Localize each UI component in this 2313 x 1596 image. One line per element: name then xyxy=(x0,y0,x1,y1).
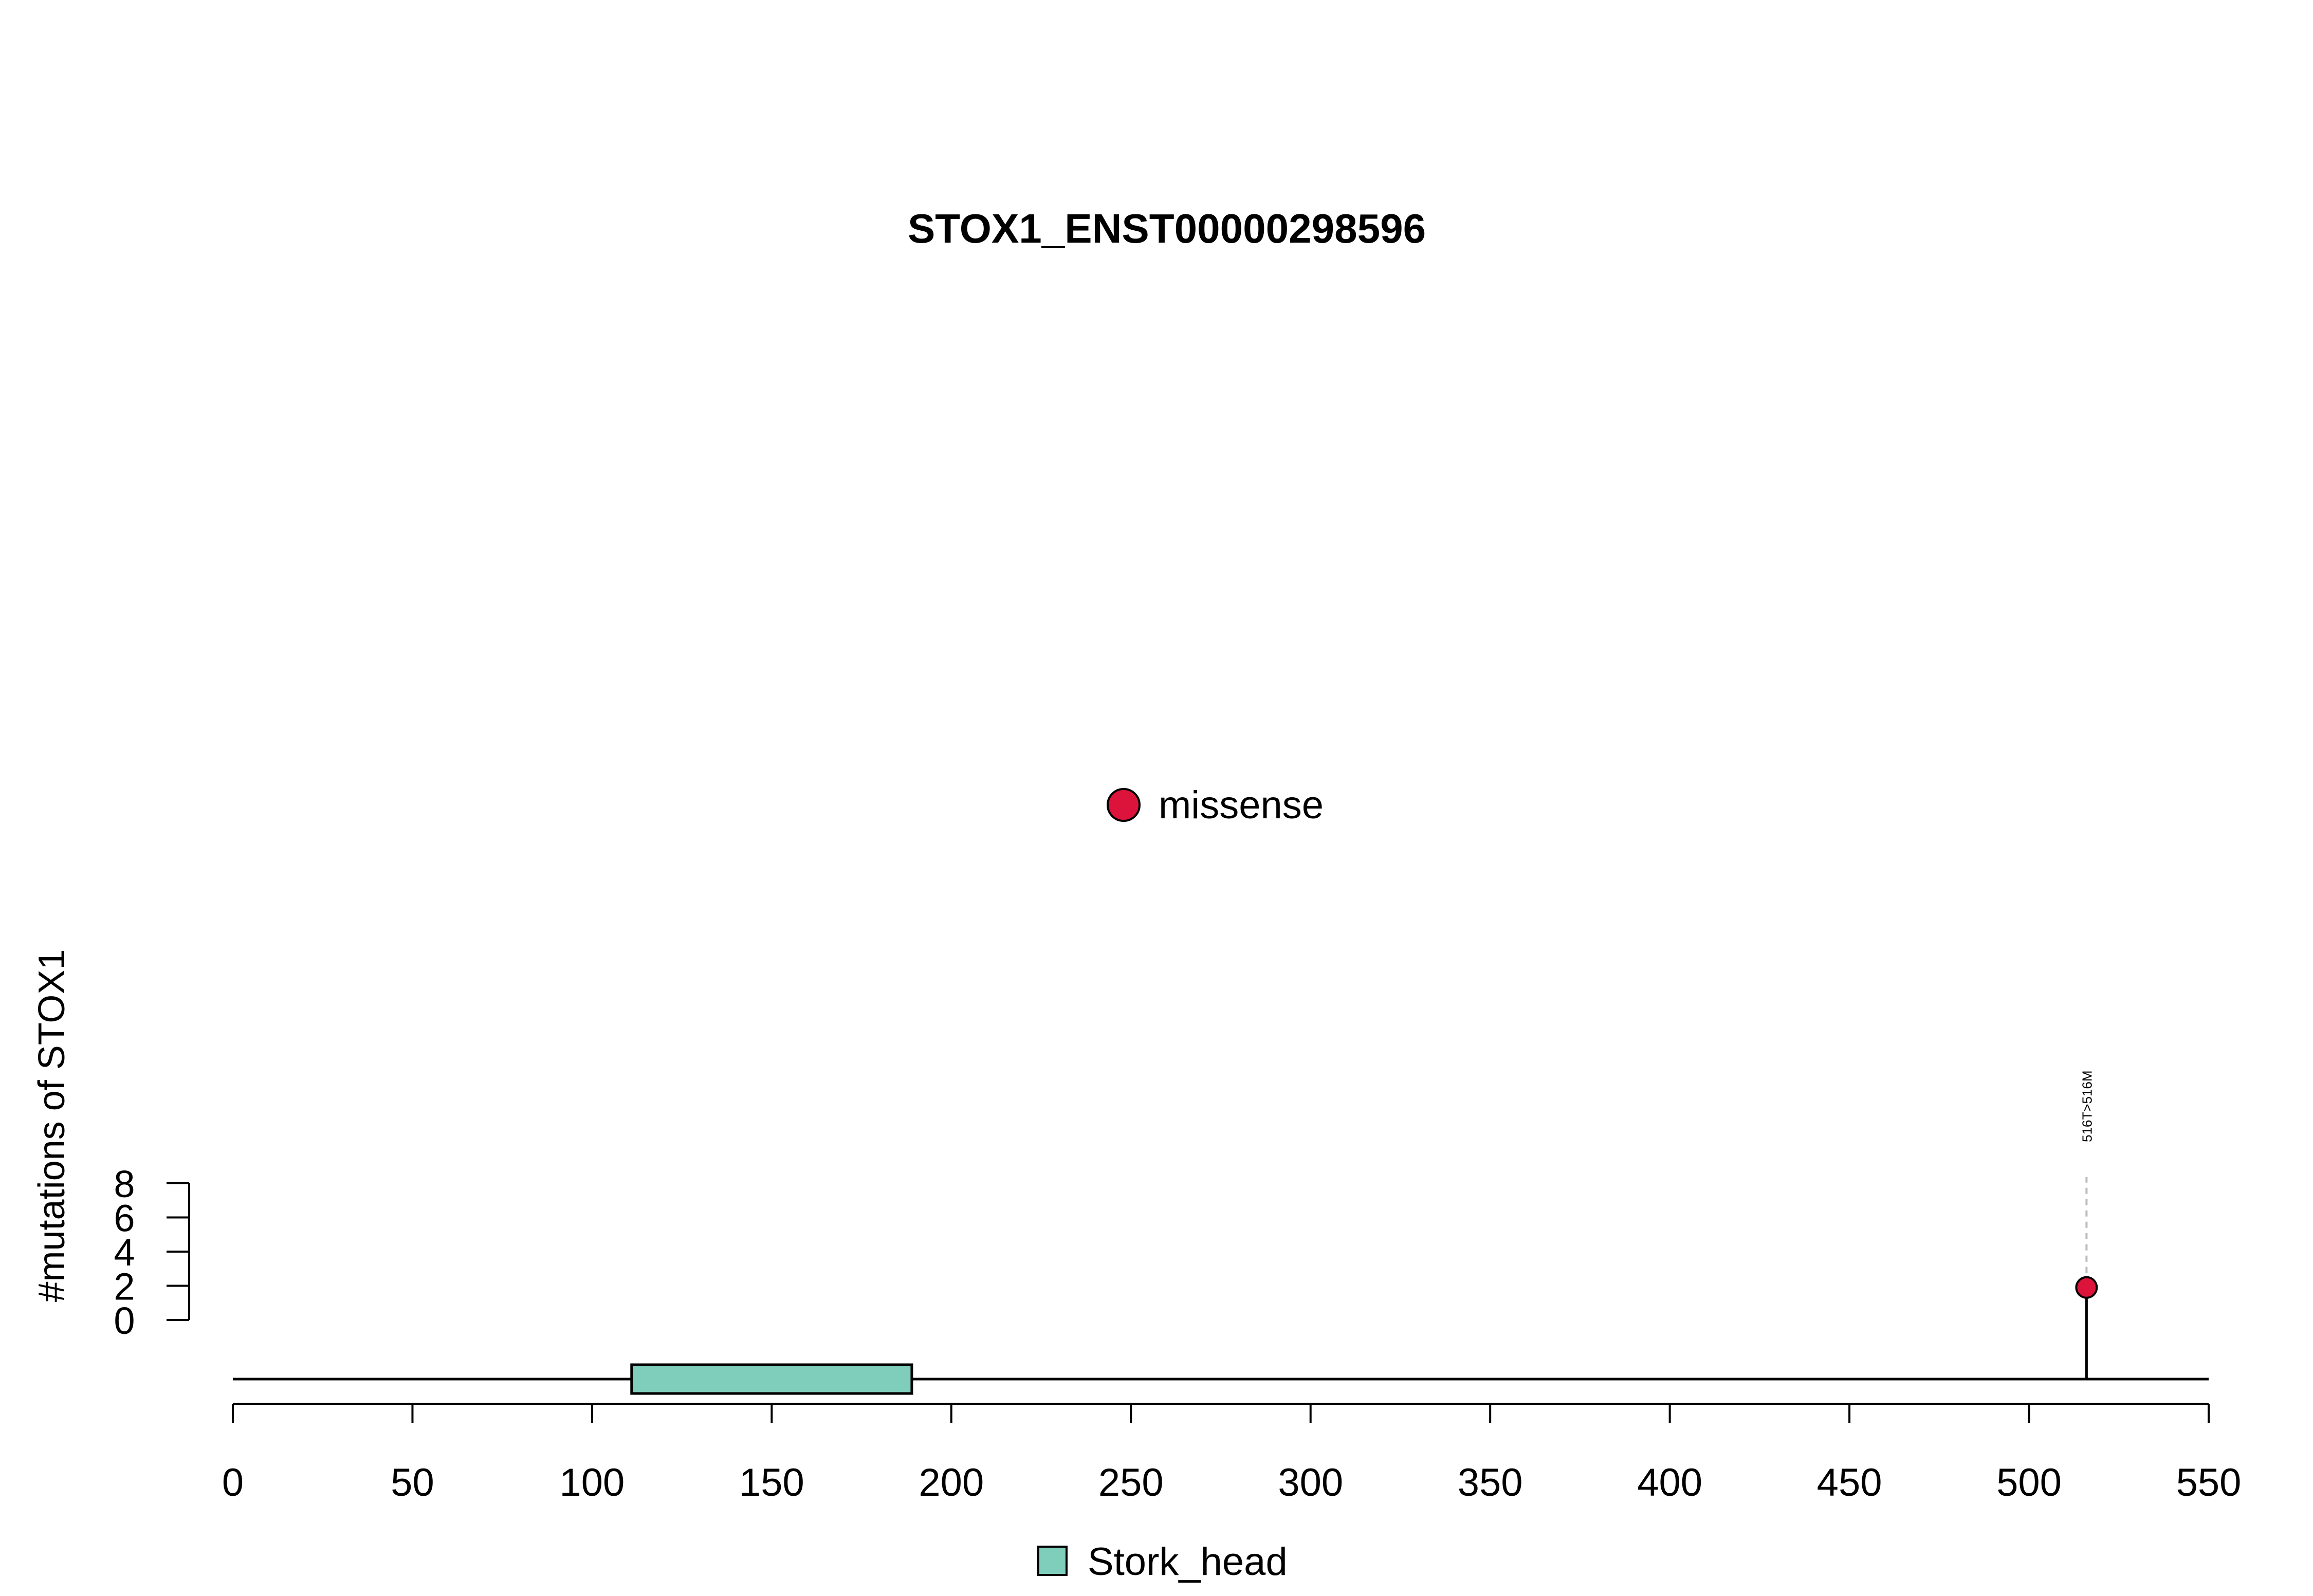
x-tick-label-400: 400 xyxy=(1637,1461,1702,1505)
x-tick-label-0: 0 xyxy=(222,1461,244,1505)
legend-marker-missense xyxy=(1107,788,1141,822)
domain-legend: Stork_head xyxy=(1037,1540,1288,1584)
y-tick-label-4: 4 xyxy=(114,1231,135,1274)
domain-Stork_head xyxy=(630,1363,913,1395)
x-tick-label-250: 250 xyxy=(1098,1461,1164,1505)
x-tick-label-150: 150 xyxy=(739,1461,804,1505)
x-tick-label-300: 300 xyxy=(1278,1461,1343,1505)
mutation-point-0 xyxy=(2075,1276,2098,1299)
x-tick-label-200: 200 xyxy=(919,1461,984,1505)
legend-label-missense: missense xyxy=(1159,783,1324,827)
domains-layer xyxy=(630,1363,913,1395)
chart-title: STOX1_ENST00000298596 xyxy=(908,206,1426,251)
x-tick-label-450: 450 xyxy=(1817,1461,1882,1505)
x-tick-label-100: 100 xyxy=(560,1461,625,1505)
x-tick-label-500: 500 xyxy=(1996,1461,2062,1505)
y-tick-label-6: 6 xyxy=(114,1197,135,1240)
mutation-label-0: 516T>516M xyxy=(2079,1071,2095,1142)
x-tick-label-50: 50 xyxy=(391,1461,434,1505)
y-axis-label: #mutations of STOX1 xyxy=(31,949,72,1302)
x-tick-label-550: 550 xyxy=(2176,1461,2242,1505)
legend-label-Stork_head: Stork_head xyxy=(1088,1540,1288,1584)
y-tick-label-2: 2 xyxy=(114,1265,135,1308)
legend-swatch-Stork_head xyxy=(1037,1546,1068,1576)
x-tick-label-350: 350 xyxy=(1458,1461,1523,1505)
mutation-type-legend: missense xyxy=(1107,783,1324,827)
mutations-layer: 516T>516M xyxy=(2075,1071,2098,1379)
y-tick-label-0: 0 xyxy=(114,1299,135,1342)
x-axis: 0 50 100 150 200 250 300 350 400 450 500 550 xyxy=(222,1403,2242,1505)
y-tick-label-8: 8 xyxy=(114,1163,135,1205)
